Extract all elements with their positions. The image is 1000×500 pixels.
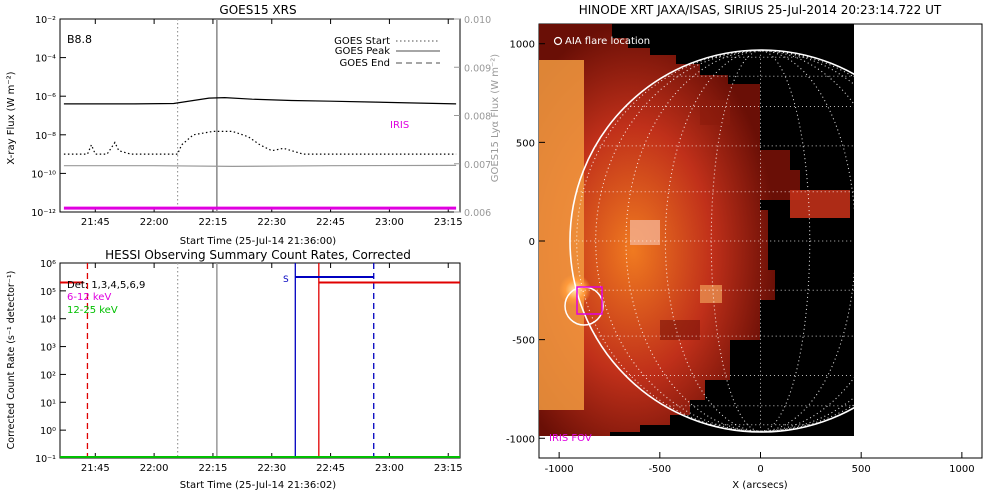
xrt-dark-patch-1 bbox=[700, 100, 730, 125]
legend-det: Det: 1,3,4,5,6,9 bbox=[67, 280, 145, 291]
xrt-xlabel: X (arcsecs) bbox=[732, 480, 788, 491]
x-tick-label: 22:15 bbox=[199, 463, 228, 474]
hessi-plot-frame bbox=[59, 262, 461, 459]
legend-goes-start-label: GOES Start bbox=[334, 36, 390, 47]
x-tick-label: 23:00 bbox=[375, 463, 404, 474]
xrt-y-tick-label: 1000 bbox=[510, 40, 535, 51]
xrt-panel: HINODE XRT JAXA/ISAS, SIRIUS 25-Jul-2014… bbox=[506, 3, 983, 491]
x-tick-label: 22:00 bbox=[140, 463, 169, 474]
y2-tick-label: 0.008 bbox=[464, 112, 491, 123]
xrt-x-ticks: -1000 -500 0 500 1000 bbox=[545, 452, 975, 475]
y-tick-label: 10³ bbox=[40, 343, 56, 354]
xrt-x-tick-label: 0 bbox=[757, 464, 763, 475]
x-tick-label: 23:15 bbox=[434, 463, 463, 474]
goes-y2-ticks: 0.006 0.007 0.008 0.009 0.010 bbox=[454, 15, 491, 219]
xrt-y-tick-label: 500 bbox=[516, 138, 535, 149]
legend-12-25kev: 12-25 keV bbox=[67, 305, 118, 316]
goes-series-lya bbox=[63, 164, 457, 168]
y-tick-label: 10⁰ bbox=[40, 426, 56, 437]
xrt-limb-glow bbox=[539, 60, 584, 410]
xrt-y-tick-label: -500 bbox=[512, 336, 535, 347]
x-tick-label: 22:45 bbox=[316, 217, 345, 228]
goes-iris-label: IRIS bbox=[390, 120, 409, 131]
y-tick-label: 10⁻¹² bbox=[31, 208, 56, 219]
x-tick-label: 22:00 bbox=[140, 217, 169, 228]
y-tick-label: 10⁻⁶ bbox=[35, 92, 56, 103]
goes-series-long bbox=[63, 96, 457, 105]
xrt-bright-region-3 bbox=[790, 190, 850, 218]
xrt-y-ticks: -1000 -500 0 500 1000 bbox=[506, 40, 545, 445]
y-tick-label: 10⁻¹⁰ bbox=[31, 169, 56, 180]
goes-xlabel: Start Time (25-Jul-14 21:36:00) bbox=[180, 236, 337, 247]
xrt-x-tick-label: 500 bbox=[852, 464, 871, 475]
legend-goes-end-label: GOES End bbox=[340, 58, 390, 69]
x-tick-label: 22:15 bbox=[199, 217, 228, 228]
x-tick-label: 22:30 bbox=[257, 463, 286, 474]
goes-series-short bbox=[63, 130, 457, 155]
legend-goes-peak-label: GOES Peak bbox=[335, 46, 390, 57]
y-tick-label: 10⁻⁸ bbox=[35, 131, 56, 142]
x-tick-label: 23:00 bbox=[375, 217, 404, 228]
goes-series bbox=[63, 96, 457, 210]
hessi-vlines bbox=[86, 263, 375, 458]
xrt-x-tick-label: 1000 bbox=[949, 464, 974, 475]
y-tick-label: 10¹ bbox=[40, 398, 56, 409]
xrt-iris-fov-box bbox=[576, 286, 603, 315]
goes-plot-frame bbox=[59, 18, 461, 213]
hessi-title: HESSI Observing Summary Count Rates, Cor… bbox=[105, 248, 411, 262]
x-tick-label: 22:45 bbox=[316, 463, 345, 474]
y-tick-label: 10⁶ bbox=[40, 259, 56, 270]
y-tick-label: 10⁻² bbox=[35, 15, 56, 26]
y-tick-label: 10⁴ bbox=[40, 315, 56, 326]
x-tick-label: 23:15 bbox=[434, 217, 463, 228]
goes-panel: GOES15 XRS 21:45 22:00 22:15 22:30 22:45 23:0… bbox=[6, 3, 501, 247]
y2-tick-label: 0.007 bbox=[464, 160, 491, 171]
goes-y2label: GOES15 Lyα Flux (W m⁻²) bbox=[490, 54, 501, 182]
xrt-annotation-top: AIA flare location bbox=[565, 36, 650, 47]
y-tick-label: 10⁻⁴ bbox=[35, 54, 56, 65]
hessi-panel: HESSI Observing Summary Count Rates, Cor… bbox=[6, 248, 463, 491]
xrt-dark-patch-2 bbox=[660, 320, 700, 340]
xrt-longitude-line bbox=[664, 50, 854, 432]
goes-legend: GOES Start GOES Peak GOES End bbox=[334, 36, 440, 69]
hessi-xlabel: Start Time (25-Jul-14 21:36:02) bbox=[180, 480, 337, 491]
y2-tick-label: 0.006 bbox=[464, 208, 491, 219]
xrt-solar-image bbox=[539, 24, 854, 436]
hessi-legend: Det: 1,3,4,5,6,9 6-12 keV 12-25 keV bbox=[67, 280, 145, 316]
hessi-ylabel: Corrected Count Rate (s⁻¹ detector⁻¹) bbox=[6, 271, 17, 450]
xrt-solar-limb bbox=[569, 49, 953, 433]
hessi-x-ticks: 21:45 22:00 22:15 22:30 22:45 23:00 23:15 bbox=[81, 263, 463, 474]
xrt-y-tick-label: -1000 bbox=[506, 434, 535, 445]
y-tick-label: 10⁵ bbox=[40, 287, 56, 298]
x-tick-label: 21:45 bbox=[81, 217, 110, 228]
legend-6-12kev: 6-12 keV bbox=[67, 292, 111, 303]
goes-y-ticks: 10⁻¹² 10⁻¹⁰ 10⁻⁸ 10⁻⁶ 10⁻⁴ 10⁻² bbox=[31, 15, 66, 219]
y-tick-label: 10² bbox=[40, 370, 56, 381]
x-tick-label: 22:30 bbox=[257, 217, 286, 228]
hessi-y-ticks: 10⁻¹ 10⁰ 10¹ 10² 10³ 10⁴ 10⁵ 10⁶ bbox=[35, 259, 66, 465]
xrt-bright-region-2 bbox=[700, 285, 722, 303]
goes-ylabel: X-ray Flux (W m⁻²) bbox=[6, 71, 17, 164]
y2-tick-label: 0.009 bbox=[464, 63, 491, 74]
y2-tick-label: 0.010 bbox=[464, 15, 491, 26]
xrt-y-tick-label: 0 bbox=[529, 237, 535, 248]
xrt-x-tick-label: -1000 bbox=[545, 464, 574, 475]
xrt-annotation-bottom: IRIS FOV bbox=[549, 433, 592, 444]
xrt-annotation-marker bbox=[553, 36, 563, 46]
goes-title: GOES15 XRS bbox=[219, 3, 296, 17]
xrt-disk-emission bbox=[539, 24, 800, 436]
goes-panel-label: B8.8 bbox=[67, 33, 92, 46]
hessi-saa-marker: S bbox=[283, 275, 289, 285]
xrt-title: HINODE XRT JAXA/ISAS, SIRIUS 25-Jul-2014… bbox=[579, 3, 942, 17]
xrt-x-tick-label: -500 bbox=[648, 464, 671, 475]
x-tick-label: 21:45 bbox=[81, 463, 110, 474]
y-tick-label: 10⁻¹ bbox=[35, 454, 56, 465]
goes-vlines bbox=[177, 19, 218, 212]
hessi-series bbox=[60, 281, 460, 458]
